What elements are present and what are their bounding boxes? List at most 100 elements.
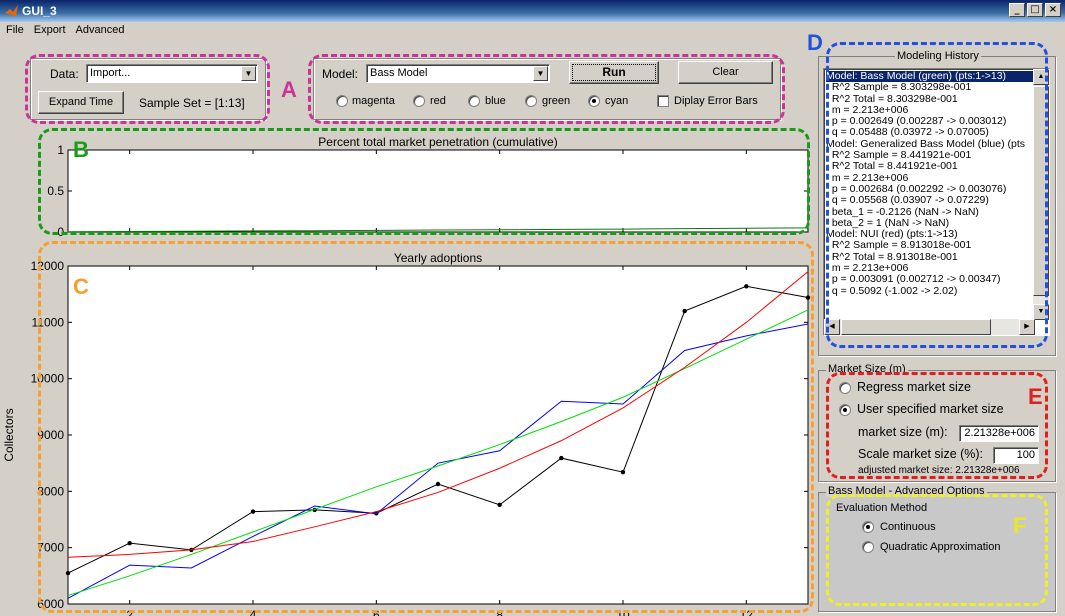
data-point	[250, 509, 256, 514]
menu-file[interactable]: File	[6, 24, 24, 36]
data-select-value: Import...	[90, 67, 131, 79]
data-panel	[30, 58, 266, 120]
scroll-right-icon[interactable]: ▶	[1019, 319, 1035, 335]
title-bar: GUI_3 _ □ ×	[0, 0, 1065, 22]
y-tick-label: 0.5	[47, 184, 64, 198]
matlab-icon	[5, 5, 18, 16]
data-point	[497, 502, 502, 508]
market-size-m-label: market size (m):	[858, 425, 948, 439]
maximize-button[interactable]: □	[1027, 3, 1043, 17]
run-button[interactable]: Run	[569, 61, 659, 84]
history-line: p = 0.002684 (0.002292 -> 0.003076)	[826, 182, 1007, 195]
y-tick-label: 12000	[31, 259, 65, 273]
history-vscroll[interactable]: ▲ ▼	[1033, 69, 1049, 320]
data-select[interactable]: Import... ▼	[86, 64, 258, 83]
y-tick-label: 8000	[37, 484, 64, 498]
history-line: R^2 Sample = 8.303298e-001	[826, 81, 972, 94]
menu-export[interactable]: Export	[33, 24, 66, 36]
x-tick-label: 12	[740, 608, 754, 616]
user-specified-radio[interactable]	[839, 404, 851, 416]
history-hscroll[interactable]: ◀ ▶	[824, 319, 1035, 335]
chevron-down-icon[interactable]: ▼	[533, 66, 548, 81]
history-hscroll-thumb[interactable]	[841, 319, 991, 335]
series-line	[67, 323, 809, 599]
y-axis-label: Collectors	[2, 408, 16, 461]
color-label-green: green	[542, 95, 571, 107]
history-title: Modeling History	[895, 50, 981, 62]
history-line: Model: Generalized Bass Model (blue) (pt…	[826, 137, 1026, 150]
market-size-m-input[interactable]: 2.21328e+006	[959, 425, 1039, 442]
scroll-down-icon[interactable]: ▼	[1033, 304, 1049, 320]
x-tick-label: 8	[496, 608, 503, 616]
history-line: R^2 Sample = 8.441921e-001	[826, 149, 972, 162]
history-vscroll-thumb[interactable]	[1033, 86, 1049, 296]
model-select-value: Bass Model	[370, 67, 428, 79]
color-radio-cyan[interactable]	[588, 95, 600, 107]
color-label-red: red	[430, 95, 446, 107]
model-label: Model:	[322, 67, 359, 81]
annotation-b: B	[73, 137, 89, 162]
series-line	[67, 309, 809, 597]
x-tick-label: 6	[373, 608, 380, 616]
model-panel	[313, 58, 781, 120]
quadratic-radio[interactable]	[862, 541, 874, 553]
clear-button[interactable]: Clear	[678, 61, 773, 84]
chart-title: Yearly adoptions	[394, 251, 482, 265]
scroll-left-icon[interactable]: ◀	[824, 319, 840, 335]
error-bars-label: Diplay Error Bars	[674, 95, 758, 107]
data-point	[559, 455, 564, 461]
annotation-d: D	[807, 30, 823, 55]
history-line: m = 2.213e+006	[826, 262, 909, 275]
x-tick-label: 4	[250, 608, 257, 616]
color-radio-blue[interactable]	[468, 95, 480, 107]
plot-area	[67, 149, 809, 233]
series-line	[67, 227, 809, 233]
y-tick-label: 0	[57, 225, 64, 239]
history-list[interactable]: Model: Bass Model (green) (pts:1->13) R^…	[823, 68, 1050, 336]
scale-label: Scale market size (%):	[858, 447, 984, 461]
y-tick-label: 9000	[37, 428, 64, 442]
market-size-frame	[818, 370, 1056, 482]
run-button-label: Run	[602, 65, 626, 79]
history-line: p = 0.003091 (0.002712 -> 0.00347)	[826, 273, 1001, 286]
data-point	[65, 570, 71, 576]
history-line: q = 0.05568 (0.03907 -> 0.07229)	[826, 194, 989, 207]
chart-title: Percent total market penetration (cumula…	[318, 135, 557, 149]
continuous-radio[interactable]	[862, 521, 874, 533]
model-select[interactable]: Bass Model ▼	[366, 64, 550, 83]
series-line	[67, 271, 809, 558]
close-button[interactable]: ×	[1045, 3, 1061, 17]
history-line: q = 0.5092 (-1.002 -> 2.02)	[826, 284, 958, 297]
regress-radio[interactable]	[839, 382, 851, 394]
history-line: Model: Bass Model (green) (pts:1->13)	[826, 71, 1034, 83]
history-line: R^2 Total = 8.303298e-001	[826, 92, 958, 105]
adjusted-market-size: adjusted market size: 2.21328e+006	[858, 465, 1020, 476]
data-point	[620, 469, 626, 475]
minimize-button[interactable]: _	[1009, 3, 1025, 17]
scroll-up-icon[interactable]: ▲	[1033, 69, 1049, 85]
plot-area	[67, 265, 809, 605]
data-point	[805, 295, 811, 300]
chevron-down-icon[interactable]: ▼	[241, 66, 256, 81]
advanced-frame	[818, 492, 1056, 612]
history-line: m = 2.213e+006	[826, 103, 909, 116]
color-radio-magenta[interactable]	[336, 95, 348, 107]
scale-input[interactable]: 100	[993, 447, 1039, 464]
color-radio-green[interactable]	[525, 95, 537, 107]
annotation-a: A	[281, 77, 297, 102]
history-line: beta_1 = -0.2126 (NaN -> NaN)	[826, 205, 979, 218]
menu-advanced[interactable]: Advanced	[75, 24, 125, 36]
history-line: m = 2.213e+006	[826, 171, 909, 184]
continuous-label: Continuous	[880, 521, 936, 533]
color-radio-red[interactable]	[413, 95, 425, 107]
quadratic-label: Quadratic Approximation	[880, 541, 1001, 553]
history-line: R^2 Total = 8.913018e-001	[826, 250, 958, 263]
error-bars-checkbox[interactable]	[657, 95, 669, 107]
y-tick-label: 10000	[31, 372, 65, 386]
market-size-title: Market Size (m)	[826, 363, 908, 375]
history-line: q = 0.05488 (0.03972 -> 0.07005)	[826, 126, 989, 139]
data-point	[127, 540, 132, 546]
x-tick-label: 2	[126, 608, 133, 616]
annotation-c: C	[73, 274, 89, 299]
expand-time-button[interactable]: Expand Time	[38, 91, 124, 114]
